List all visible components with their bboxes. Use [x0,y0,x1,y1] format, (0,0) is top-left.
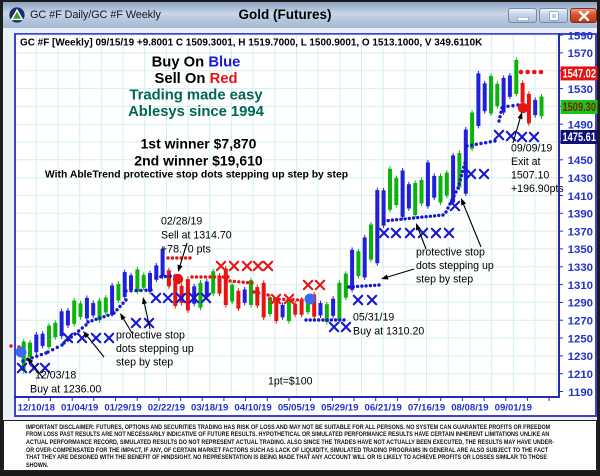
svg-text:1pt=$100: 1pt=$100 [268,376,313,388]
svg-text:02/22/19: 02/22/19 [148,403,185,414]
svg-text:08/08/19: 08/08/19 [451,403,488,414]
svg-text:1190: 1190 [568,387,593,399]
svg-text:+78.70 pts: +78.70 pts [161,244,211,256]
svg-text:+196.90pts: +196.90pts [511,183,564,195]
svg-text:1570: 1570 [568,48,593,60]
svg-text:Exit at: Exit at [511,156,540,168]
svg-text:1490: 1490 [568,120,593,132]
svg-text:1250: 1250 [568,333,593,345]
svg-text:1547.02: 1547.02 [563,68,597,81]
svg-text:12/03/18: 12/03/18 [35,370,76,382]
svg-text:Sell On Red: Sell On Red [154,71,237,87]
svg-text:1590: 1590 [568,30,593,42]
svg-text:1509.30: 1509.30 [563,101,597,114]
svg-text:03/18/19: 03/18/19 [191,403,228,414]
svg-text:05/31/19: 05/31/19 [353,312,394,324]
svg-text:1270: 1270 [568,316,593,328]
svg-text:1st winner $7,870: 1st winner $7,870 [141,136,257,152]
svg-text:12/10/18: 12/10/18 [18,403,56,414]
svg-text:1310: 1310 [568,280,593,292]
svg-text:1330: 1330 [568,262,593,274]
svg-text:step by step: step by step [416,274,473,286]
svg-text:2nd winner $19,610: 2nd winner $19,610 [134,153,263,169]
svg-text:Sell at 1314.70: Sell at 1314.70 [161,230,232,242]
svg-text:01/04/19: 01/04/19 [61,403,98,414]
svg-text:Trading made easy: Trading made easy [129,88,263,104]
svg-text:09/09/19: 09/09/19 [511,143,552,155]
svg-text:07/16/19: 07/16/19 [408,403,445,414]
svg-text:protective stop: protective stop [416,247,485,259]
svg-text:02/28/19: 02/28/19 [161,216,202,228]
svg-text:With AbleTrend protective stop: With AbleTrend protective stop dots step… [45,170,348,181]
svg-text:GC #F [Weekly] 09/15/19 +9.80: GC #F [Weekly] 09/15/19 +9.8001 C 1509.3… [20,38,483,49]
svg-text:06/21/19: 06/21/19 [365,403,402,414]
svg-text:05/29/19: 05/29/19 [321,403,358,414]
svg-text:01/29/19: 01/29/19 [104,403,141,414]
svg-text:09/01/19: 09/01/19 [495,403,532,414]
svg-text:1530: 1530 [568,84,593,96]
svg-text:protective stop: protective stop [116,330,185,342]
svg-text:05/05/19: 05/05/19 [278,403,315,414]
svg-text:1290: 1290 [568,298,593,310]
svg-text:1390: 1390 [568,209,593,221]
svg-text:dots stepping up: dots stepping up [416,260,494,272]
svg-text:1370: 1370 [568,226,593,238]
svg-text:04/10/19: 04/10/19 [234,403,271,414]
svg-text:1210: 1210 [568,369,593,381]
svg-text:Ablesys since 1994: Ablesys since 1994 [128,104,265,120]
svg-text:1475.61: 1475.61 [563,131,597,144]
svg-text:1350: 1350 [568,244,593,256]
svg-text:1410: 1410 [568,191,593,203]
svg-text:1430: 1430 [568,173,593,185]
svg-text:Buy On Blue: Buy On Blue [152,55,241,71]
svg-text:step by step: step by step [116,357,173,369]
svg-text:Buy at 1236.00: Buy at 1236.00 [30,384,101,396]
svg-text:Buy at 1310.20: Buy at 1310.20 [353,326,424,338]
svg-text:1450: 1450 [568,155,593,167]
svg-text:1230: 1230 [568,351,593,363]
svg-text:dots stepping up: dots stepping up [116,343,194,355]
svg-text:1507.10: 1507.10 [511,170,549,182]
